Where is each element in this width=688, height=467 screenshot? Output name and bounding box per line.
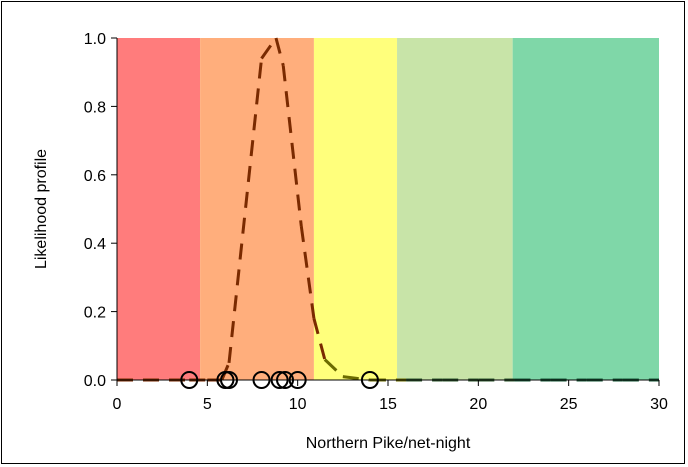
y-tick-label: 1.0 — [84, 31, 106, 48]
curve-segment — [281, 65, 303, 227]
observation-point — [180, 371, 199, 389]
x-axis-title: Northern Pike/net-night — [306, 435, 471, 452]
x-tick-label: 20 — [469, 396, 487, 413]
y-tick-label: 0.0 — [84, 373, 106, 390]
y-tick-label: 0.2 — [84, 305, 106, 322]
curve-segment — [312, 318, 327, 360]
observation-point — [288, 371, 307, 389]
x-tick-label: 10 — [289, 396, 307, 413]
y-axis-title: Likelihood profile — [33, 149, 50, 269]
curve-segment — [274, 37, 285, 66]
y-tick-label: 0.8 — [84, 99, 106, 116]
curve-segment — [323, 358, 344, 378]
observation-point — [270, 371, 289, 389]
observation-point — [252, 371, 271, 389]
band-1 — [117, 38, 201, 380]
observation-points — [180, 371, 379, 389]
y-tick-label: 0.4 — [84, 236, 106, 253]
observation-point — [360, 371, 379, 389]
band-3 — [313, 38, 398, 380]
observation-point — [276, 371, 295, 389]
band-4 — [397, 38, 513, 380]
curve-segment — [342, 375, 371, 382]
y-tick-label: 0.6 — [84, 168, 106, 185]
x-tick-label: 0 — [113, 396, 122, 413]
x-tick-label: 15 — [379, 396, 397, 413]
band-5 — [512, 38, 659, 380]
observation-point — [220, 371, 239, 389]
x-tick-label: 30 — [650, 396, 668, 413]
tick-labels: 0 5 10 15 20 25 30 0.0 0.2 0.4 0.6 0.8 1.0 — [84, 31, 668, 413]
score-bands — [117, 38, 659, 380]
x-tick-label: 5 — [203, 396, 212, 413]
curve-segment — [299, 225, 316, 319]
curve-segment — [260, 37, 278, 60]
x-tick-label: 25 — [560, 396, 578, 413]
